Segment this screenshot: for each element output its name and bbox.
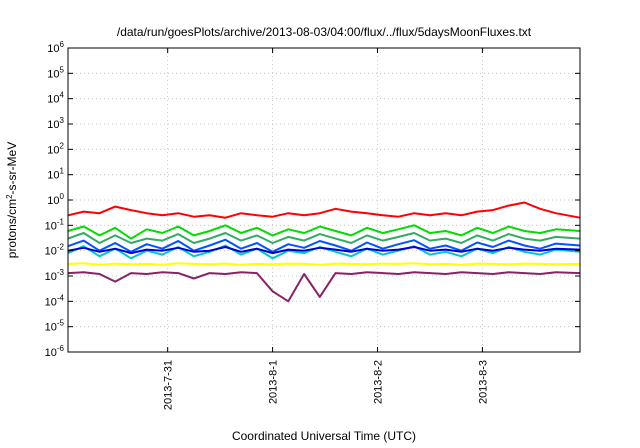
x-tick-label: 2013-8-2: [373, 360, 385, 404]
series-layer: [67, 201, 581, 303]
series-line-3: [67, 232, 581, 244]
series-line-5: [67, 238, 581, 253]
y-tick-base: 10: [47, 94, 59, 106]
y-tick-label: 10-2: [45, 243, 65, 258]
chart-title: /data/run/goesPlots/archive/2013-08-03/0…: [117, 25, 532, 39]
series-line-1: [67, 201, 581, 219]
y-tick-label: 104: [47, 91, 64, 106]
y-tick-label: 10-4: [45, 293, 65, 308]
x-axis: 2013-7-31 2013-8-1 2013-8-2 2013-8-3: [163, 48, 489, 410]
series-line-6: [67, 246, 581, 255]
y-tick-exponent: -4: [57, 293, 65, 302]
y-tick-base: 10: [47, 119, 59, 131]
y-tick-exponent: 6: [60, 40, 65, 49]
series-line-8: [67, 271, 581, 303]
y-tick-base: 10: [45, 271, 57, 283]
y-tick-label: 10-3: [45, 268, 65, 283]
y-tick-base: 10: [45, 322, 57, 334]
y-tick-base: 10: [47, 68, 59, 80]
y-tick-exponent: -1: [57, 217, 65, 226]
y-tick-base: 10: [45, 246, 57, 258]
y-tick-label: 102: [47, 141, 64, 156]
y-tick-label: 10-1: [45, 217, 65, 232]
x-tick-label: 2013-8-1: [268, 360, 280, 404]
y-tick-exponent: 4: [60, 91, 65, 100]
y-tick-exponent: 0: [60, 192, 65, 201]
series-line-7: [67, 262, 581, 266]
y-tick-base: 10: [45, 347, 57, 359]
y-axis-label-suffix: -s-sr-MeV: [5, 142, 19, 195]
y-tick-exponent: 3: [60, 116, 65, 125]
y-tick-base: 10: [47, 43, 59, 55]
y-tick-label: 10-6: [45, 344, 65, 359]
y-tick-exponent: -3: [57, 268, 65, 277]
x-tick-label: 2013-7-31: [163, 360, 175, 410]
y-tick-base: 10: [45, 296, 57, 308]
y-tick-exponent: 1: [60, 167, 65, 176]
y-tick-exponent: 5: [60, 65, 65, 74]
y-tick-base: 10: [47, 144, 59, 156]
grid: [68, 47, 580, 353]
y-axis-label-prefix: protons/cm: [5, 199, 19, 258]
y-tick-exponent: 2: [60, 141, 65, 150]
x-axis-label: Coordinated Universal Time (UTC): [232, 429, 416, 443]
y-tick-base: 10: [47, 195, 59, 207]
y-axis-label-sup: 2: [5, 194, 14, 199]
y-tick-base: 10: [45, 220, 57, 232]
y-tick-label: 10-5: [45, 319, 65, 334]
y-tick-exponent: -6: [57, 344, 65, 353]
y-axis-label: protons/cm2-s-sr-MeV: [5, 142, 20, 258]
x-tick-label: 2013-8-3: [477, 360, 489, 404]
y-tick-label: 101: [47, 167, 64, 182]
y-tick-label: 105: [47, 65, 64, 80]
y-tick-label: 103: [47, 116, 64, 131]
y-tick-base: 10: [47, 170, 59, 182]
y-tick-label: 100: [47, 192, 64, 207]
y-tick-label: 106: [47, 40, 64, 55]
series-line-2: [67, 224, 581, 240]
y-axis: 10-610-510-410-310-210-11001011021031041…: [45, 40, 580, 359]
y-tick-exponent: -2: [57, 243, 65, 252]
y-tick-exponent: -5: [57, 319, 65, 328]
